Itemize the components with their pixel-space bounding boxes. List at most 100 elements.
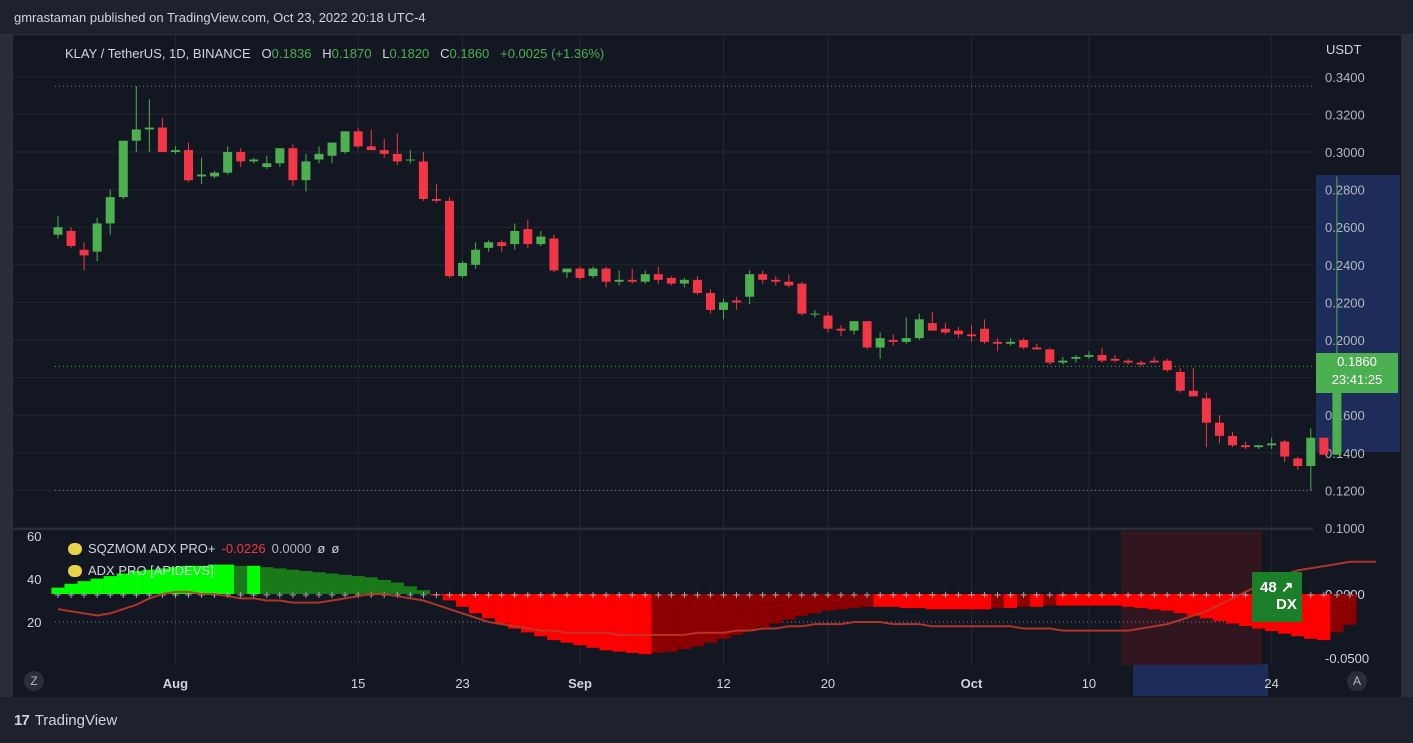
y-tick-label: 0.3400 [1325, 70, 1365, 85]
candle-body [249, 159, 259, 162]
momentum-bar [560, 594, 574, 643]
candle-body [967, 334, 976, 337]
momentum-bar [1108, 594, 1122, 606]
adx-tick-label: 60 [27, 529, 41, 544]
candle-body [1319, 437, 1329, 455]
squeeze-dot: + [498, 590, 506, 601]
y-tick-label: 0.1400 [1325, 446, 1365, 461]
momentum-bar [886, 594, 900, 607]
time-range-highlight [1133, 664, 1268, 696]
momentum-bar [573, 594, 587, 646]
x-tick-label: 12 [716, 676, 730, 691]
candle-body [66, 230, 76, 246]
candle-body [510, 230, 520, 245]
momentum-bar [403, 586, 417, 594]
momentum-bar [756, 594, 770, 628]
squeeze-dot: + [158, 590, 166, 601]
squeeze-dot: + [889, 590, 897, 601]
momentum-bar [90, 578, 104, 594]
candle-body [262, 163, 272, 168]
momentum-bar [299, 570, 313, 594]
candle-body [379, 150, 389, 154]
momentum-bar [1330, 594, 1344, 633]
candle-body [549, 238, 559, 271]
y-tick-label: 0.2800 [1325, 183, 1365, 198]
y-tick-label: 0.2400 [1325, 258, 1365, 273]
candle-body [940, 328, 950, 333]
candle-body [1149, 360, 1159, 363]
candle-body [366, 146, 376, 151]
squeeze-dot: + [1059, 590, 1067, 601]
x-tick-label: 23 [455, 676, 469, 691]
momentum-bar [482, 594, 496, 619]
indicator-value-3: ø [317, 541, 326, 556]
candle-body [1084, 355, 1094, 357]
indicator-value-1: -0.0226 [221, 541, 266, 556]
high-value: 0.1870 [331, 46, 372, 61]
adx-tick-label: 20 [27, 615, 41, 630]
candle-body [914, 319, 924, 339]
squeeze-dot: + [811, 590, 819, 601]
momentum-bar [743, 594, 757, 632]
squeeze-dot: + [1150, 590, 1158, 601]
momentum-bar [730, 594, 744, 635]
candle-body [314, 153, 324, 160]
squeeze-dot: + [1085, 590, 1093, 601]
auto-scale-button[interactable]: A [1347, 671, 1367, 691]
squeeze-dot: + [524, 590, 532, 601]
momentum-bar [938, 594, 952, 610]
momentum-bar [325, 573, 339, 594]
candle-body [1045, 349, 1055, 363]
candle-body [862, 321, 872, 348]
candle-body [471, 249, 481, 265]
adx-line [57, 560, 1377, 636]
squeeze-dot: + [341, 590, 349, 601]
indicator-legend-sqzmom[interactable]: SQZMOM ADX PRO+ -0.0226 0.0000 ø ø [68, 541, 339, 556]
squeeze-dot: + [1006, 590, 1014, 601]
candle-body [1175, 371, 1185, 391]
brand-name: TradingView [34, 712, 118, 729]
momentum-bar [1343, 594, 1357, 625]
momentum-bar [1134, 594, 1148, 609]
momentum-bar [899, 594, 913, 609]
squeeze-dot: + [1124, 590, 1132, 601]
zoom-toggle-button[interactable]: Z [24, 671, 44, 691]
candle-body [666, 277, 676, 284]
momentum-bar [234, 565, 248, 594]
momentum-bar [1225, 594, 1240, 624]
squeeze-dot: + [550, 590, 558, 601]
candle-body [210, 172, 220, 177]
momentum-bar [469, 594, 483, 614]
bar-countdown: 23:41:25 [1331, 372, 1383, 387]
momentum-bar [142, 569, 156, 594]
momentum-bar [1030, 594, 1044, 607]
candle-body [53, 227, 63, 235]
last-price-tag: 0.1860 23:41:25 [1316, 353, 1398, 393]
squeeze-dot: + [719, 590, 727, 601]
momentum-bar [77, 581, 91, 594]
squeeze-dot: + [302, 590, 310, 601]
momentum-bar [1095, 594, 1109, 606]
y-axis-unit: USDT [1326, 42, 1361, 57]
squeeze-dot: + [954, 590, 962, 601]
momentum-bar [508, 594, 522, 629]
candle-body [1228, 435, 1237, 446]
candle-body [92, 223, 102, 252]
squeeze-dot: + [1137, 590, 1145, 601]
squeeze-dot: + [1072, 590, 1080, 601]
squeeze-dot: + [432, 590, 440, 601]
indicator-legend-adx[interactable]: ADX PRO [APIDEVS] [68, 563, 214, 578]
change-value: +0.0025 (+1.36%) [500, 46, 605, 61]
momentum-bar [495, 594, 509, 624]
squeeze-dot: + [693, 590, 701, 601]
squeeze-dot: + [471, 590, 479, 601]
candle-body [953, 330, 963, 335]
momentum-bar [625, 594, 639, 653]
candle-body [131, 129, 141, 141]
squeeze-dot: + [145, 590, 153, 601]
candle-body [1071, 356, 1081, 359]
momentum-bar [795, 594, 809, 616]
x-tick-label: Sep [568, 676, 592, 691]
momentum-bar [312, 572, 326, 594]
